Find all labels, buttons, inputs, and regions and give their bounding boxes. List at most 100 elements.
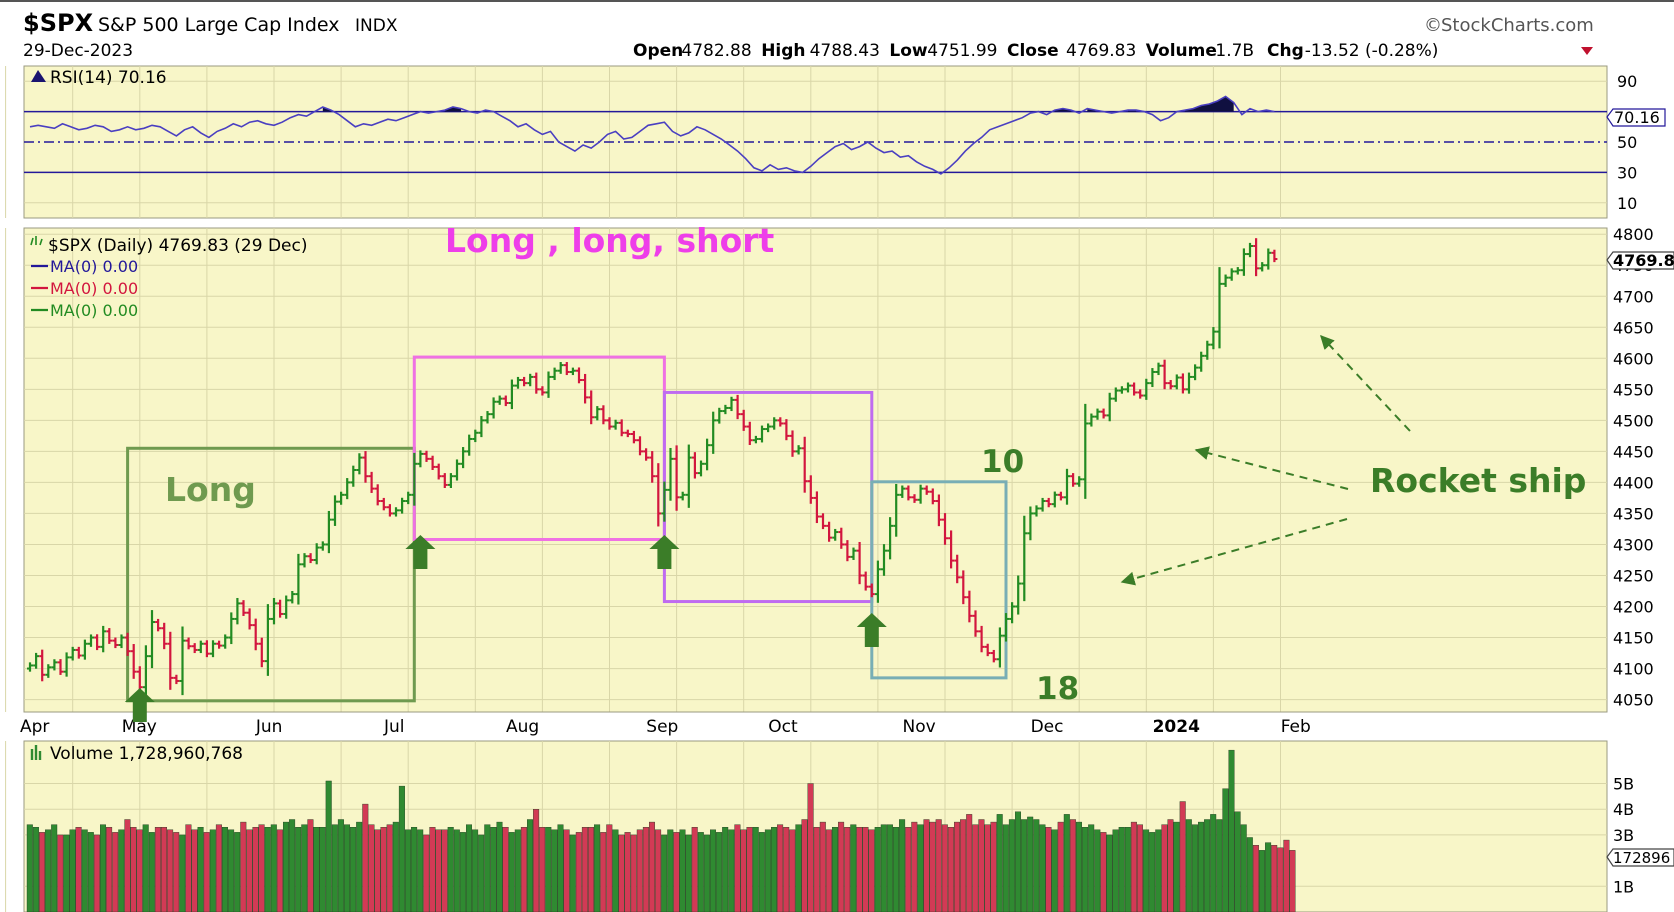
price-bar — [1192, 364, 1199, 381]
price-bar — [954, 554, 961, 584]
x-tick-2024: 2024 — [1153, 717, 1200, 737]
up-arrow-icon — [649, 535, 680, 569]
volume-bar — [75, 827, 82, 912]
price-bar — [746, 421, 753, 445]
price-bar — [264, 604, 271, 676]
volume-bar — [118, 829, 125, 912]
volume-tick-5B: 5B — [1613, 775, 1634, 794]
volume-bar — [752, 827, 759, 912]
x-tick-feb: Feb — [1281, 717, 1311, 737]
price-bar — [142, 645, 149, 699]
x-tick-jun: Jun — [255, 717, 283, 737]
volume-bar — [1106, 834, 1113, 912]
quote-value-low: 4751.99 — [927, 41, 997, 61]
price-bar — [795, 445, 802, 455]
volume-bar — [301, 824, 308, 912]
volume-bar — [630, 834, 637, 912]
volume-bar — [441, 829, 448, 912]
volume-bar — [283, 821, 290, 912]
volume-bar — [1063, 814, 1070, 912]
top-border — [0, 0, 1674, 2]
price-last-label: 4769.8 — [1613, 251, 1674, 270]
volume-bar — [941, 824, 948, 912]
volume-bar — [1143, 829, 1150, 912]
long-box — [126, 446, 416, 703]
volume-bar — [624, 832, 631, 912]
volume-bar — [569, 834, 576, 912]
price-bar — [283, 595, 290, 619]
volume-bar — [130, 827, 137, 912]
volume-bar — [411, 827, 418, 912]
volume-bar — [459, 832, 466, 912]
ma-legend-1: MA(0) 0.00 — [50, 257, 138, 276]
ma-legend-2: MA(0) 0.00 — [50, 279, 138, 298]
price-bar — [563, 362, 570, 376]
volume-bar — [417, 829, 424, 912]
price-bar — [1009, 602, 1016, 624]
volume-bar — [1112, 829, 1119, 912]
volume-bar — [185, 824, 192, 912]
price-bar — [271, 597, 277, 625]
price-bar — [838, 527, 845, 549]
volume-bar — [691, 827, 698, 912]
price-bar — [356, 453, 363, 475]
volume-bar — [93, 834, 100, 912]
volume-bar — [819, 821, 826, 912]
volume-bar — [1185, 819, 1192, 912]
volume-bar — [81, 829, 88, 912]
volume-title: Volume 1,728,960,768 — [50, 744, 243, 764]
volume-bar — [588, 827, 595, 912]
volume-bar — [893, 827, 900, 912]
volume-bar — [1228, 749, 1235, 912]
price-bar — [423, 450, 430, 462]
volume-bar — [1094, 829, 1101, 912]
price-bar — [728, 396, 735, 412]
rocket-arrow-1 — [1194, 446, 1349, 490]
volume-bar — [520, 827, 527, 912]
volume-bar — [350, 827, 357, 912]
volume-bar — [581, 827, 588, 912]
volume-bar — [398, 785, 405, 912]
volume-bar — [484, 824, 491, 912]
quote-label-open: Open — [633, 41, 683, 61]
price-bar — [759, 425, 765, 443]
volume-bar — [996, 814, 1003, 912]
price-bar — [545, 371, 552, 398]
volume-bar — [246, 829, 253, 912]
volume-bar — [112, 832, 119, 912]
price-bar — [466, 434, 473, 456]
price-bar — [1210, 327, 1217, 350]
volume-bar — [1015, 811, 1022, 912]
volume-bar — [51, 824, 58, 912]
price-tick-4550: 4550 — [1613, 380, 1654, 399]
volume-bar — [1021, 819, 1028, 912]
price-bar — [1015, 575, 1022, 615]
volume-bar — [905, 827, 912, 912]
price-bar — [393, 507, 399, 517]
price-tick-4600: 4600 — [1613, 349, 1654, 368]
price-bar — [508, 379, 515, 410]
price-tick-4700: 4700 — [1613, 287, 1654, 306]
price-bar — [893, 483, 900, 537]
volume-bar — [240, 821, 247, 912]
price-bar — [118, 634, 125, 649]
price-bar — [1033, 505, 1040, 517]
price-bar — [942, 513, 948, 545]
up-arrow-icon — [856, 613, 887, 647]
price-bar — [1204, 340, 1211, 360]
volume-bar — [1179, 801, 1186, 912]
volume-bar — [356, 821, 363, 912]
rocket-ship-annotation: Rocket ship — [1370, 461, 1586, 500]
price-bar — [161, 622, 168, 650]
price-bar — [569, 367, 576, 376]
chart-date: 29-Dec-2023 — [23, 41, 133, 61]
price-bar — [417, 450, 424, 468]
price-bar — [307, 553, 314, 564]
chart-header: $SPX S&P 500 Large Cap Index INDX © Stoc… — [23, 9, 1594, 61]
price-bar — [826, 521, 833, 542]
volume-bar — [783, 827, 790, 912]
price-bar — [722, 404, 729, 415]
price-bar — [81, 639, 88, 660]
price-bar — [94, 634, 101, 651]
